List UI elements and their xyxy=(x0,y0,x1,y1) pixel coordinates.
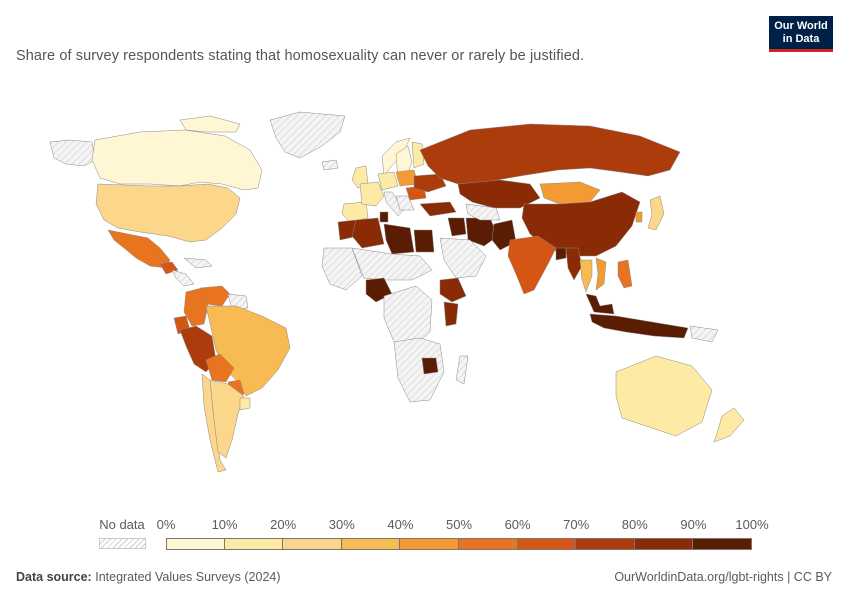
legend-bin-60-70[interactable] xyxy=(517,538,577,550)
region-mongolia[interactable] xyxy=(539,181,601,205)
region-colombia[interactable] xyxy=(183,287,209,327)
logo-line-2: in Data xyxy=(782,33,820,45)
legend-bin-30-40[interactable] xyxy=(341,538,401,550)
region-thailand[interactable] xyxy=(579,259,593,293)
region-balkans[interactable] xyxy=(395,195,415,211)
region-france[interactable] xyxy=(359,181,385,207)
region-finland[interactable] xyxy=(411,141,425,169)
region-iraq[interactable] xyxy=(447,217,467,237)
owid-logo[interactable]: Our World in Data xyxy=(769,16,833,52)
region-malaysia[interactable] xyxy=(585,293,615,315)
region-algeria[interactable] xyxy=(351,217,385,249)
region-kenya[interactable] xyxy=(443,301,459,327)
region-australia[interactable] xyxy=(615,355,713,437)
legend-tick-80-percent: 80% xyxy=(621,517,648,532)
legend-tick-30-percent: 30% xyxy=(328,517,355,532)
data-source: Data source: Integrated Values Surveys (… xyxy=(16,570,281,584)
map-subtitle: Share of survey respondents stating that… xyxy=(16,48,585,64)
region-ethiopia[interactable] xyxy=(439,277,467,303)
world-map xyxy=(49,111,745,473)
legend-tick-50-percent: 50% xyxy=(445,517,473,532)
region-japan[interactable] xyxy=(647,195,665,231)
region-central-asia[interactable] xyxy=(465,203,501,221)
legend-no-data-swatch xyxy=(99,538,146,549)
region-papua[interactable] xyxy=(689,325,719,343)
region-bolivia[interactable] xyxy=(205,353,235,383)
region-brazil[interactable] xyxy=(205,305,291,397)
region-india[interactable] xyxy=(507,235,557,295)
region-turkey[interactable] xyxy=(419,201,457,217)
legend-bin-50-60[interactable] xyxy=(459,538,518,550)
region-zimbabwe[interactable] xyxy=(421,357,439,375)
region-caribbean[interactable] xyxy=(183,257,213,269)
legend-bin-40-50[interactable] xyxy=(400,538,459,550)
data-source-link[interactable]: Integrated Values Surveys (2024) xyxy=(95,570,281,584)
region-arabia[interactable] xyxy=(439,237,487,279)
region-greenland[interactable] xyxy=(269,111,346,159)
legend-no-data-label: No data xyxy=(99,517,145,532)
legend-tick-100-percent: 100% xyxy=(735,517,769,532)
region-bangladesh[interactable] xyxy=(555,247,567,261)
region-germany[interactable] xyxy=(377,171,399,191)
region-central-america[interactable] xyxy=(171,269,195,287)
legend-bin-90-100[interactable] xyxy=(693,538,752,550)
legend-tick-20-percent: 20% xyxy=(270,517,297,532)
region-madagascar[interactable] xyxy=(455,355,469,385)
region-argentina[interactable] xyxy=(209,379,245,459)
region-south-korea[interactable] xyxy=(635,211,643,223)
region-philippines[interactable] xyxy=(617,259,633,289)
region-iceland[interactable] xyxy=(321,159,339,171)
region-alaska[interactable] xyxy=(49,139,96,167)
legend-bin-10-20[interactable] xyxy=(224,538,284,550)
region-russia[interactable] xyxy=(419,123,681,185)
region-italy[interactable] xyxy=(383,191,405,217)
credit-link[interactable]: OurWorldinData.org/lgbt-rights | CC BY xyxy=(614,570,832,584)
legend-tick-90-percent: 90% xyxy=(680,517,707,532)
legend-bin-20-30[interactable] xyxy=(283,538,342,550)
region-southern-africa[interactable] xyxy=(393,337,445,403)
logo-line-1: Our World xyxy=(774,20,828,32)
region-libya[interactable] xyxy=(383,223,415,255)
region-canada[interactable] xyxy=(91,129,263,191)
data-source-label: Data source: xyxy=(16,570,92,584)
legend-tick-10-percent: 10% xyxy=(211,517,238,532)
region-egypt[interactable] xyxy=(413,229,435,253)
region-myanmar[interactable] xyxy=(565,247,583,281)
region-uruguay[interactable] xyxy=(239,397,251,411)
region-new-zealand[interactable] xyxy=(713,407,745,443)
legend-bin-70-80[interactable] xyxy=(576,538,635,550)
color-legend: No data 0% 10% 20% 30% 40% 50% 60% 70% 80% 90% 100… xyxy=(0,510,850,555)
region-sahel[interactable] xyxy=(351,247,433,281)
region-china[interactable] xyxy=(521,191,641,257)
region-tunisia[interactable] xyxy=(379,211,389,223)
legend-tick-70-percent: 70% xyxy=(563,517,590,532)
region-kazakhstan[interactable] xyxy=(457,179,541,209)
region-united-states[interactable] xyxy=(95,183,241,243)
legend-tick-60-percent: 60% xyxy=(504,517,531,532)
region-spain[interactable] xyxy=(341,201,369,223)
legend-tick-40-percent: 40% xyxy=(387,517,414,532)
legend-bin-0-10[interactable] xyxy=(166,538,225,550)
region-mexico[interactable] xyxy=(107,229,171,269)
region-ukraine[interactable] xyxy=(413,173,447,193)
region-arctic-islands[interactable] xyxy=(179,115,241,133)
region-indonesia[interactable] xyxy=(589,313,689,339)
region-vietnam[interactable] xyxy=(595,257,607,291)
legend-tick-0-percent: 0% xyxy=(156,517,176,532)
legend-bin-80-90[interactable] xyxy=(634,538,694,550)
